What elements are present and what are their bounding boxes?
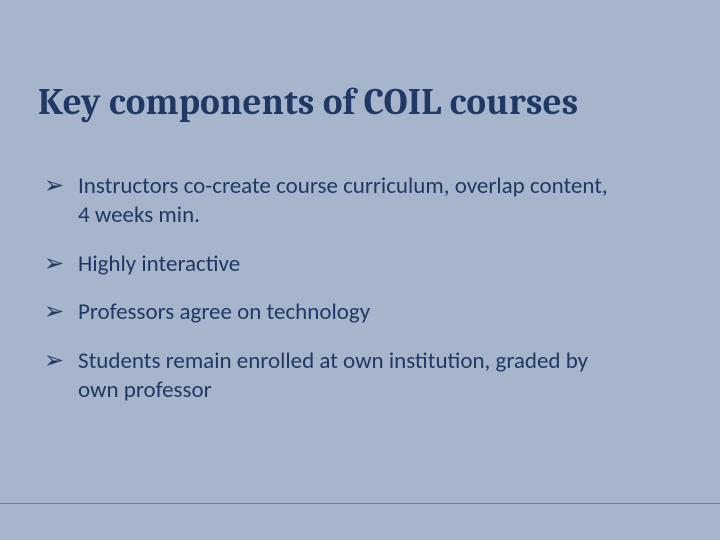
list-item: ➢ Students remain enrolled at own instit… [44,347,682,405]
bullet-marker-icon: ➢ [44,250,78,278]
slide-container: Key components of COIL courses ➢ Instruc… [0,0,720,540]
bullet-text: Instructors co-create course curriculum,… [78,172,682,230]
bullet-marker-icon: ➢ [44,298,78,326]
slide-title: Key components of COIL courses [38,82,682,124]
bullet-list: ➢ Instructors co-create course curriculu… [38,172,682,405]
footer-divider [0,503,720,504]
bullet-text: Professors agree on technology [78,298,430,327]
bullet-marker-icon: ➢ [44,347,78,375]
list-item: ➢ Instructors co-create course curriculu… [44,172,682,230]
bullet-marker-icon: ➢ [44,172,78,200]
bullet-text: Highly interactive [78,250,300,279]
list-item: ➢ Professors agree on technology [44,298,682,327]
bullet-text: Students remain enrolled at own institut… [78,347,682,405]
list-item: ➢ Highly interactive [44,250,682,279]
